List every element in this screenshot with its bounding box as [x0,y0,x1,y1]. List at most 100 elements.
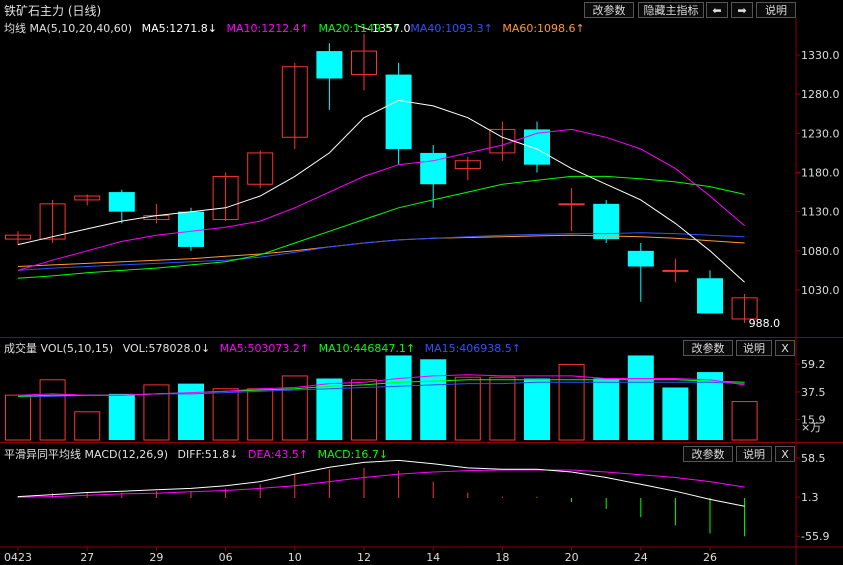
candle-body [178,211,204,247]
price-axis-tick-label: 1130.0 [801,206,840,219]
volume-bar [5,394,31,441]
volume-bar [74,411,101,441]
high-pointer [357,25,371,31]
candle-body [212,175,239,221]
volume-bar [247,388,274,441]
x-axis-tick-label: 12 [357,551,371,564]
volume-bar [489,376,516,441]
next-arrow-icon[interactable]: ➡ [731,2,753,18]
ma40-line [17,232,745,271]
macd-change-params-button[interactable]: 改参数 [683,446,733,462]
low-price-label: 988.0 [749,317,781,330]
volume-ma5-line [17,374,745,396]
candle-body [247,152,274,185]
price-legend: 均线 MA(5,10,20,40,60) MA5:1271.8↓ MA10:12… [4,20,591,36]
volume-bar [662,387,689,440]
candle-body [662,269,689,272]
price-axis-tick-label: 1180.0 [801,167,840,180]
price-axis-tick-label: 1030.0 [801,284,840,297]
x-axis-tick-label: 20 [565,551,579,564]
x-axis-tick-label: 29 [149,551,163,564]
ma10-line [17,128,745,271]
volume-bar [316,378,343,440]
volume-axis-tick-label: 37.5 [801,386,826,399]
legend-vol: VOL:578028.0↓ [122,342,211,355]
price-axis-tick-label: 1330.0 [801,49,840,62]
volume-legend-name: 成交量 VOL(5,10,15) [4,342,114,355]
volume-bar [454,376,481,441]
candle-body [385,74,412,149]
change-params-button[interactable]: 改参数 [584,2,634,18]
volume-bar [39,379,66,441]
macd-axis-tick-label: -55.9 [801,530,829,543]
candle-body [281,66,308,138]
legend-vol-ma5: MA5:503073.2↑ [219,342,310,355]
volume-bar [558,363,585,441]
volume-change-params-button[interactable]: 改参数 [683,340,733,356]
volume-bar [593,378,620,440]
x-axis-tick-label: 24 [634,551,648,564]
x-axis-tick-label: 06 [219,551,233,564]
candle-body [39,203,66,240]
panel-separator-1 [0,337,843,338]
help-button[interactable]: 说明 [756,2,796,18]
diff-line [17,459,745,507]
volume-bar [281,375,308,441]
macd-help-button[interactable]: 说明 [736,446,772,462]
price-axis-tick-label: 1230.0 [801,127,840,140]
candle-body [454,160,481,170]
price-axis-tick-label: 1080.0 [801,245,840,258]
macd-close-button[interactable]: X [775,446,795,462]
volume-axis-tick-label: 15.9 [801,414,826,427]
macd-axis-tick-label: 1.3 [801,491,819,504]
candle-body [558,203,585,206]
volume-bar [385,355,412,440]
legend-ma20: MA20:1149.5↑ [318,22,401,35]
macd-legend: 平滑异同平均线 MACD(12,26,9) DIFF:51.8↓ DEA:43.… [4,446,394,462]
x-axis-tick-label: 10 [288,551,302,564]
ma20-line [17,175,745,279]
volume-axis-tick-label: 59.2 [801,358,826,371]
legend-vol-ma15: MA15:406938.5↑ [424,342,521,355]
prev-arrow-icon[interactable]: ⬅ [706,2,728,18]
x-axis-tick-label: 0423 [4,551,32,564]
candle-body [420,152,447,185]
volume-close-button[interactable]: X [775,340,795,356]
volume-bar [627,355,654,440]
volume-legend: 成交量 VOL(5,10,15) VOL:578028.0↓ MA5:50307… [4,340,527,356]
legend-ma10: MA10:1212.4↑ [226,22,309,35]
volume-bar [108,393,135,440]
ma5-line [17,99,745,283]
x-axis-tick-label: 14 [426,551,440,564]
legend-macd: MACD:16.7↓ [317,448,389,461]
candle-body [697,278,723,314]
volume-bar [143,384,170,441]
x-axis-tick-label: 26 [703,551,717,564]
x-axis-tick-label: 27 [80,551,94,564]
legend-ma40: MA40:1093.3↑ [410,22,493,35]
price-axis-tick-label: 1280.0 [801,88,840,101]
candle-body [524,129,550,165]
candle-body [731,297,758,320]
volume-unit-label: ×万 [801,421,821,434]
high-price-label: 1357.0 [372,22,411,35]
x-axis-tick-label: 18 [495,551,509,564]
macd-axis-tick-label: 58.5 [801,452,826,465]
candle-body [351,50,377,76]
legend-diff: DIFF:51.8↓ [177,448,239,461]
volume-bar [731,401,758,441]
volume-bar [420,359,447,440]
volume-help-button[interactable]: 说明 [736,340,772,356]
dea-line [17,469,745,498]
candle-body [627,250,654,267]
candle-body [5,234,31,240]
legend-vol-ma10: MA10:446847.1↑ [318,342,416,355]
volume-bar [524,378,550,440]
volume-bar [697,372,723,440]
chart-title: 铁矿石主力 (日线) [4,4,102,18]
legend-ma5: MA5:1271.8↓ [141,22,218,35]
legend-dea: DEA:43.5↑ [247,448,309,461]
price-legend-name: 均线 MA(5,10,20,40,60) [4,22,133,35]
hide-indicator-button[interactable]: 隐藏主指标 [638,2,704,18]
